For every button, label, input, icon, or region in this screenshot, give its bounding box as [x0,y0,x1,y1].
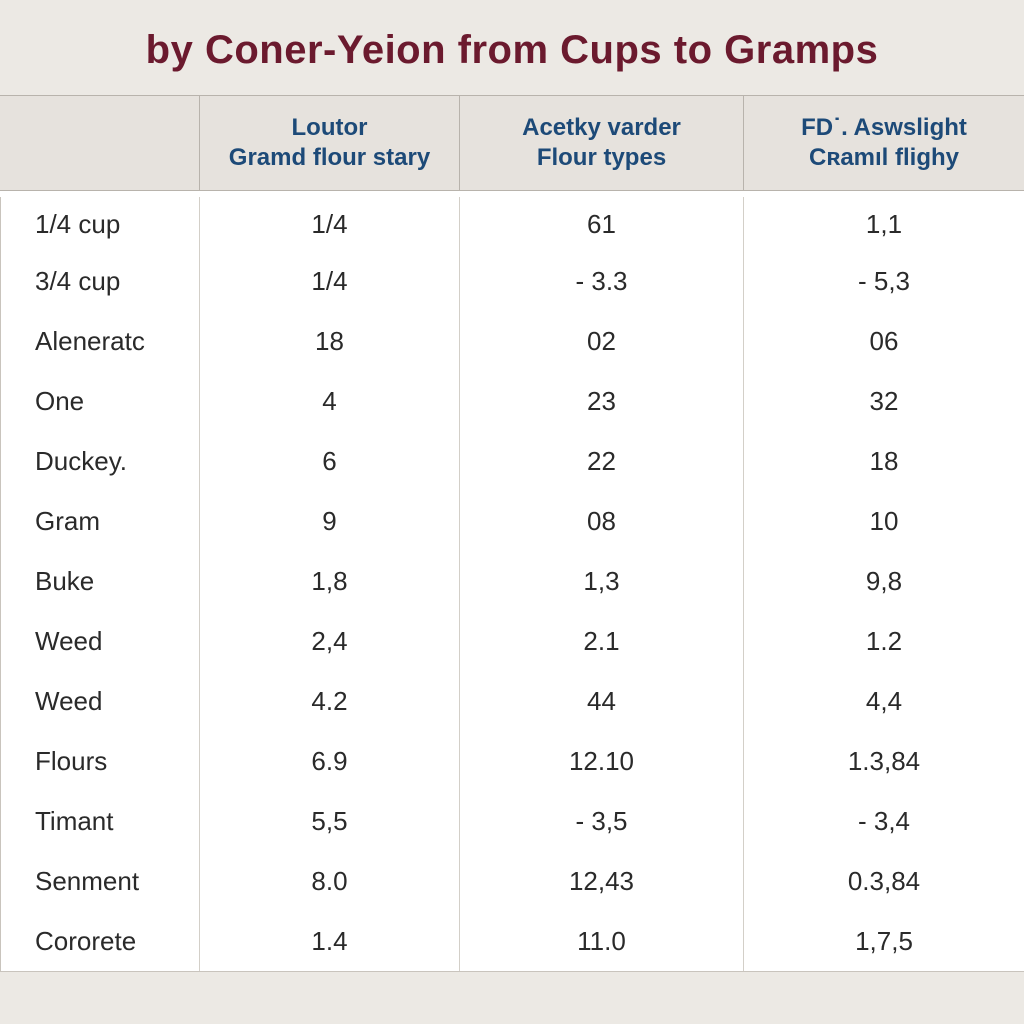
row-label: 3/4 cup [0,251,200,311]
row-label: Gram [0,491,200,551]
table-row: Gram90810 [0,491,1024,551]
table-row: 1/4 cup1/4611,1 [0,191,1024,251]
table-row: Flours6.912.101.3,84 [0,731,1024,791]
table-row: Aleneratc180206 [0,311,1024,371]
row-value: 12,43 [460,851,744,911]
table-row: 3/4 cup1/4- 3.3- 5,3 [0,251,1024,311]
row-value: 61 [460,197,744,251]
row-value: 4 [200,371,460,431]
row-value: 11.0 [460,911,744,971]
table-row: Weed2,42.11.2 [0,611,1024,671]
row-value: 18 [200,311,460,371]
row-value: 1,8 [200,551,460,611]
row-label: Buke [0,551,200,611]
row-value: - 3,5 [460,791,744,851]
header-cell-3: FD˙. Aswslight Cʀamıl flighy [744,96,1024,190]
table-body: 1/4 cup1/4611,13/4 cup1/4- 3.3- 5,3Alene… [0,191,1024,972]
header-line: Cʀamıl flighy [809,143,959,173]
table-row: Senment8.012,430.3,84 [0,851,1024,911]
table-row: Timant5,5- 3,5- 3,4 [0,791,1024,851]
row-value: 1,7,5 [744,911,1024,971]
row-value: 18 [744,431,1024,491]
header-line: Loutor [292,113,368,143]
row-label: Duckey. [0,431,200,491]
row-value: 1.2 [744,611,1024,671]
row-value: 9 [200,491,460,551]
row-value: 02 [460,311,744,371]
row-value: 06 [744,311,1024,371]
header-cell-measure [0,96,200,190]
page-title: by Coner-Yeion from Cups to Gramps [0,0,1024,95]
conversion-table-page: by Coner-Yeion from Cups to Gramps Louto… [0,0,1024,1024]
row-label: Weed [0,611,200,671]
header-cell-2: Acetky varder Flour types [460,96,744,190]
row-value: - 5,3 [744,251,1024,311]
row-value: 10 [744,491,1024,551]
header-line: Flour types [537,143,666,173]
row-value: 6 [200,431,460,491]
row-label: Cororete [0,911,200,971]
header-line: FD˙. Aswslight [801,113,967,143]
row-label: One [0,371,200,431]
row-value: 32 [744,371,1024,431]
table-header: Loutor Gramd flour stary Acetky varder F… [0,95,1024,191]
row-value: 1/4 [200,197,460,251]
row-label: Timant [0,791,200,851]
row-value: 9,8 [744,551,1024,611]
header-cell-1: Loutor Gramd flour stary [200,96,460,190]
row-label: Senment [0,851,200,911]
row-value: 4,4 [744,671,1024,731]
header-line: Acetky varder [522,113,681,143]
table-row: Buke1,81,39,8 [0,551,1024,611]
row-value: 2,4 [200,611,460,671]
row-label: Aleneratc [0,311,200,371]
row-value: 23 [460,371,744,431]
table-row: Weed4.2444,4 [0,671,1024,731]
row-value: 44 [460,671,744,731]
row-label: Weed [0,671,200,731]
row-value: 5,5 [200,791,460,851]
row-value: 1,1 [744,197,1024,251]
row-label: 1/4 cup [0,197,200,251]
row-value: 08 [460,491,744,551]
table-row: Cororete1.411.01,7,5 [0,911,1024,971]
table-row: One42332 [0,371,1024,431]
row-value: - 3,4 [744,791,1024,851]
row-value: 4.2 [200,671,460,731]
row-value: 0.3,84 [744,851,1024,911]
row-value: 8.0 [200,851,460,911]
row-value: 6.9 [200,731,460,791]
row-value: 1/4 [200,251,460,311]
row-value: 1.4 [200,911,460,971]
row-value: 12.10 [460,731,744,791]
row-value: - 3.3 [460,251,744,311]
header-line: Gramd flour stary [229,143,430,173]
row-label: Flours [0,731,200,791]
row-value: 1,3 [460,551,744,611]
row-value: 22 [460,431,744,491]
row-value: 2.1 [460,611,744,671]
table-row: Duckey.62218 [0,431,1024,491]
row-value: 1.3,84 [744,731,1024,791]
